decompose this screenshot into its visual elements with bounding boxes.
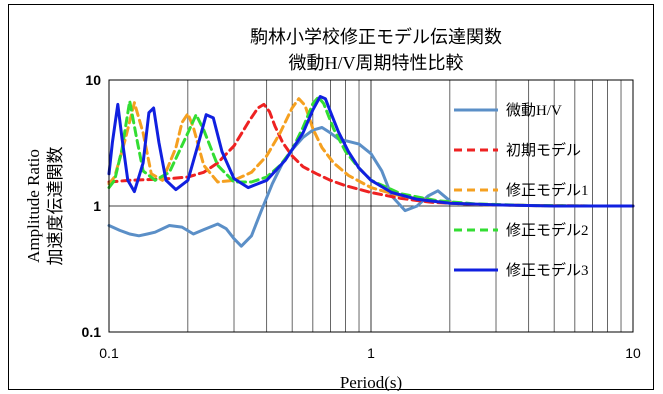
- x-axis-label: Period(s): [340, 373, 402, 391]
- series-line-5: [107, 95, 635, 208]
- chart-title-line-2: 微動H/V周期特性比較: [289, 53, 464, 73]
- chart-title-line-1: 駒林小学校修正モデル伝達関数: [250, 27, 502, 47]
- x-tick-label: 1: [367, 345, 375, 361]
- legend-label-2: 初期モデル: [506, 141, 581, 159]
- y-tick-label: 0.1: [82, 324, 102, 340]
- x-tick-label: 0.1: [99, 345, 119, 361]
- series-line-1: [107, 126, 452, 248]
- legend-label-5: 修正モデル3: [506, 261, 589, 279]
- y-tick-label: 10: [85, 72, 101, 88]
- x-tick-label: 10: [625, 345, 641, 361]
- legend-label-3: 修正モデル1: [506, 181, 589, 199]
- plot-layer: [107, 95, 635, 248]
- legend-label-1: 微動H/V: [506, 102, 562, 119]
- y-axis-label-line-1: Amplitude Ratio: [24, 149, 43, 263]
- chart-frame: 0.1 1 10 0.1 1 10 駒林小学校修正モデル伝達関数 微動H/V周期特性比較 Pe…: [8, 4, 654, 391]
- y-tick-label: 1: [93, 198, 101, 214]
- legend-label-4: 修正モデル2: [506, 221, 589, 239]
- y-axis-label-line-2: 加速度伝達関数: [46, 147, 65, 266]
- axis-layer: 0.1 1 10 0.1 1 10: [82, 72, 641, 361]
- plot-area-border: [108, 79, 634, 333]
